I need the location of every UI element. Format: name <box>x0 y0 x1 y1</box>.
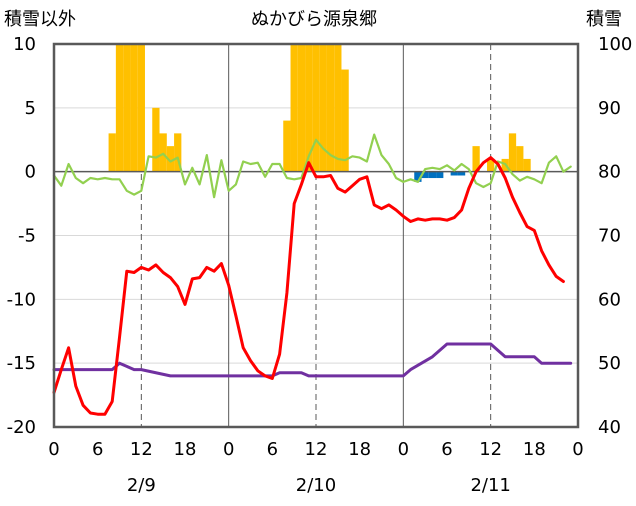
left-tick-label: 0 <box>25 162 36 183</box>
precip-bar <box>283 120 291 172</box>
precip-bar <box>159 133 167 172</box>
precip-bar <box>130 44 138 172</box>
precip-bar <box>152 107 160 172</box>
right-tick-label: 60 <box>598 289 621 310</box>
left-tick-label: -10 <box>7 289 36 310</box>
precip-bar <box>487 158 495 172</box>
precip-blue-bar <box>421 171 429 179</box>
plot-frame <box>52 42 580 429</box>
x-tick-label: 12 <box>130 439 153 460</box>
snow-depth-line <box>52 342 573 378</box>
x-tick-label: 12 <box>305 439 328 460</box>
right-axis-label: 積雪 <box>586 9 622 30</box>
x-tick-label: 0 <box>572 439 583 460</box>
precip-blue-bar <box>457 171 466 176</box>
left-tick-label: -5 <box>18 226 36 247</box>
precip-bar <box>290 44 298 172</box>
precip-bar <box>137 44 145 172</box>
left-tick-label: -20 <box>7 417 36 438</box>
right-tick-label: 70 <box>598 226 621 247</box>
precip-bar <box>297 44 306 172</box>
right-tick-label: 100 <box>598 34 632 55</box>
date-label: 2/10 <box>296 475 336 496</box>
precip-blue-bar <box>436 171 444 179</box>
precip-bar <box>523 158 531 172</box>
date-label: 2/11 <box>470 475 510 496</box>
precip-bar <box>508 133 517 172</box>
left-tick-label: 5 <box>25 98 36 119</box>
x-tick-label: 18 <box>174 439 197 460</box>
left-tick-label: -15 <box>7 353 36 374</box>
x-tick-label: 0 <box>398 439 409 460</box>
precip-bar <box>341 69 349 172</box>
x-tick-label: 0 <box>48 439 59 460</box>
precip-bar <box>123 44 131 172</box>
precip-bar <box>305 44 313 172</box>
date-label: 2/9 <box>127 475 156 496</box>
temperature-line <box>52 156 565 416</box>
left-tick-label: 10 <box>13 34 36 55</box>
x-tick-label: 6 <box>267 439 278 460</box>
precip-bar <box>334 44 342 172</box>
x-tick-label: 6 <box>92 439 103 460</box>
precip-bar <box>319 44 327 172</box>
precip-bar <box>115 44 124 172</box>
right-tick-label: 50 <box>598 353 621 374</box>
x-tick-label: 18 <box>348 439 371 460</box>
precip-bar <box>326 44 335 172</box>
precip-bar <box>174 133 182 172</box>
precip-blue-bar <box>414 171 422 182</box>
left-axis-label: 積雪以外 <box>4 9 76 30</box>
x-tick-label: 0 <box>223 439 234 460</box>
precip-bar <box>108 133 116 172</box>
x-tick-label: 18 <box>523 439 546 460</box>
right-tick-label: 40 <box>598 417 621 438</box>
precip-bar <box>516 146 524 172</box>
x-tick-label: 12 <box>479 439 502 460</box>
x-tick-label: 6 <box>441 439 452 460</box>
right-tick-label: 80 <box>598 162 621 183</box>
wind-line <box>52 133 572 199</box>
precip-bar <box>312 44 320 172</box>
precip-bar <box>472 146 480 172</box>
precip-blue-bar <box>428 171 437 179</box>
right-tick-label: 90 <box>598 98 621 119</box>
precip-bar <box>166 146 175 172</box>
chart-title: ぬかびら源泉郷 <box>251 9 377 30</box>
precip-blue-bar <box>450 171 458 176</box>
